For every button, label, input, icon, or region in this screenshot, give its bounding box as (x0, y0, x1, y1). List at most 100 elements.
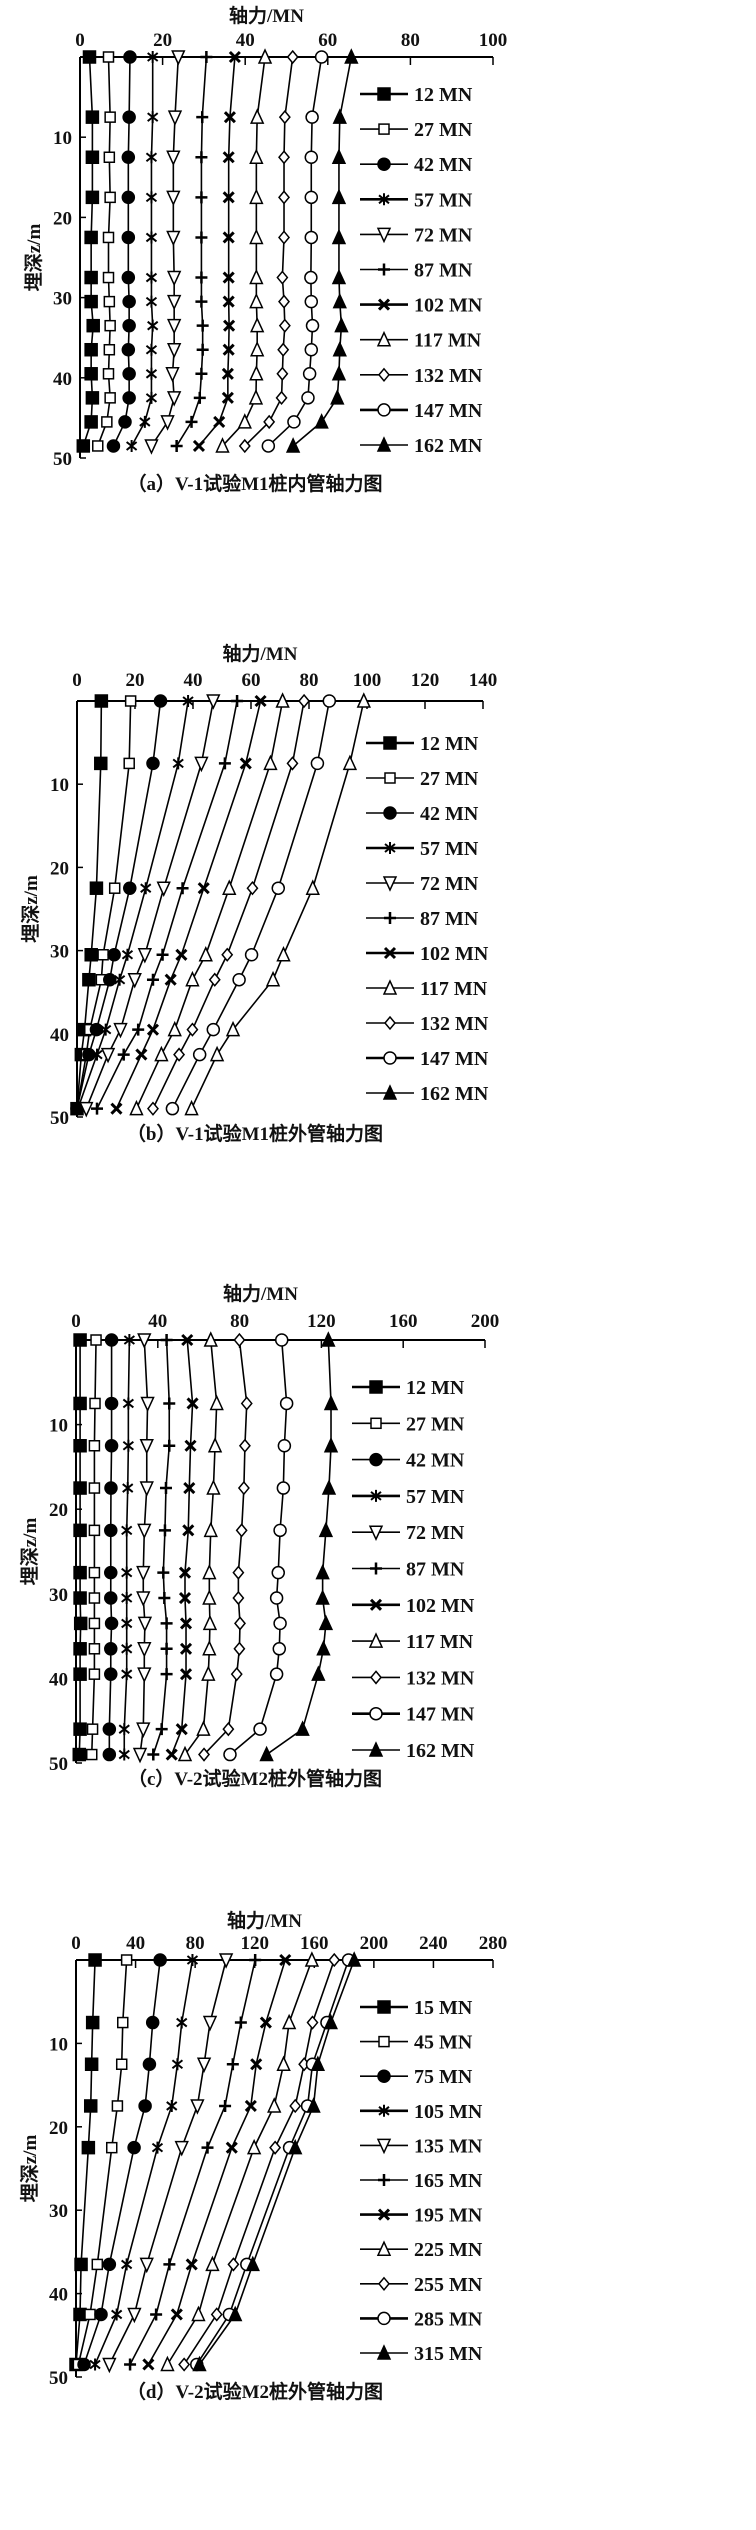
data-point (88, 1953, 102, 1967)
data-point (203, 1331, 218, 1347)
data-point (147, 1748, 160, 1761)
data-point (122, 1439, 134, 1452)
data-point (222, 271, 235, 284)
data-point (101, 416, 113, 428)
data-point (222, 1721, 235, 1737)
data-point (171, 50, 186, 66)
data-point (321, 1331, 336, 1347)
legend-label: 72 MN (414, 224, 473, 246)
y-tick-label: 50 (53, 449, 72, 470)
data-point (269, 1667, 284, 1681)
y-tick-label: 10 (50, 775, 69, 796)
data-point (277, 342, 290, 357)
data-point (117, 1048, 130, 1061)
data-point (166, 230, 181, 247)
data-point (147, 319, 159, 332)
series-102-mn (165, 1333, 199, 1761)
data-point (334, 316, 349, 333)
data-point (139, 1481, 154, 1497)
data-point (278, 150, 290, 165)
data-point (306, 2097, 321, 2113)
legend-marker (376, 330, 392, 347)
x-axis-title: 轴力/MN (227, 1909, 302, 1932)
data-point (311, 1665, 326, 1681)
data-point (276, 2055, 291, 2071)
chart-panel-d: 0 40 80 120 160 200 240 280 10 20 30 40 50 轴力/MN 埋深z/m… (18, 1909, 507, 2403)
legend-entry: 315 MN (360, 2343, 483, 2365)
legend-marker (377, 2208, 391, 2221)
data-point (106, 439, 121, 453)
data-point (147, 51, 159, 63)
legend-entry: 102 MN (352, 1595, 475, 1617)
data-point (239, 757, 252, 770)
legend-label: 132 MN (406, 1667, 475, 1689)
data-point (73, 1722, 87, 1736)
data-point (160, 1617, 173, 1630)
data-point (304, 1951, 320, 1967)
series-132-mn (238, 49, 299, 454)
data-point (276, 1481, 291, 1495)
data-point (73, 1642, 87, 1656)
data-point (132, 1023, 145, 1036)
legend-entry: 147 MN (366, 1048, 489, 1070)
data-point (233, 1641, 246, 1656)
data-point (121, 1566, 133, 1579)
legend-marker (384, 1015, 396, 1031)
legend-entry: 102 MN (360, 295, 483, 317)
legend-label: 42 MN (414, 154, 473, 176)
data-point (142, 2358, 155, 2371)
data-point (163, 1439, 176, 1452)
legend-marker (377, 2311, 391, 2326)
x-tick-label: 40 (126, 1933, 145, 1954)
data-point (121, 230, 136, 245)
y-tick-label: 10 (49, 1416, 68, 1437)
x-tick-label: 120 (411, 670, 440, 691)
legend-label: 147 MN (420, 1048, 489, 1070)
data-point (136, 1722, 151, 1738)
data-point (146, 973, 159, 986)
data-point (118, 1748, 130, 1761)
legend-entry: 147 MN (360, 400, 483, 422)
series-line (94, 1959, 194, 2365)
data-point (246, 2138, 262, 2155)
figure-caption: （d）V-2试验M2桩外管轴力图 (127, 2380, 383, 2403)
legend-entry: 27 MN (366, 768, 479, 790)
data-point (166, 391, 182, 407)
series-line (170, 1339, 194, 1755)
data-point (88, 1482, 101, 1494)
data-point (113, 1022, 128, 1039)
data-point (192, 439, 206, 453)
legend-entry: 135 MN (360, 2135, 483, 2157)
data-point (123, 757, 135, 770)
data-point (249, 228, 264, 245)
data-point (73, 1523, 87, 1538)
data-point (310, 756, 325, 771)
data-point (129, 1099, 144, 1116)
legend-entry: 87 MN (352, 1559, 465, 1581)
series-117-mn (215, 48, 273, 453)
data-point (221, 947, 234, 962)
series-line (198, 1959, 355, 2365)
series-12-mn (76, 50, 100, 453)
data-point (104, 1565, 118, 1580)
data-point (305, 110, 319, 124)
data-point (102, 1722, 117, 1736)
legend-marker (369, 1706, 383, 1721)
data-point (139, 1439, 154, 1455)
data-point (110, 1102, 123, 1115)
x-axis-title: 轴力/MN (229, 4, 304, 27)
data-point (132, 1747, 148, 1764)
data-point (196, 1720, 211, 1736)
data-point (332, 108, 347, 124)
data-point (332, 292, 347, 309)
data-point (73, 1565, 87, 1580)
legend-entry: 27 MN (360, 119, 473, 141)
legend-entry: 255 MN (360, 2274, 483, 2296)
y-tick-label: 50 (50, 1108, 69, 1129)
data-point (249, 268, 264, 285)
data-point (278, 190, 290, 205)
series-15-mn (69, 1953, 102, 2372)
legend-entry: 195 MN (360, 2205, 483, 2227)
figure-caption: （a）V-1试验M1桩内管轴力图 (127, 472, 382, 495)
data-point (88, 1524, 101, 1537)
